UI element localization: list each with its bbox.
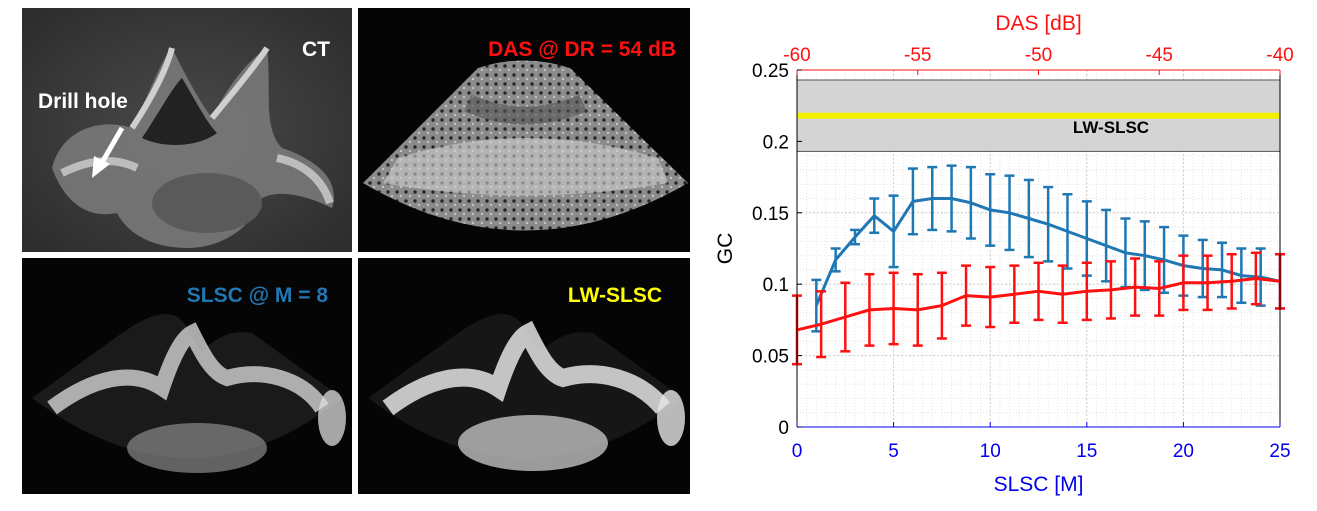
y-tick-label: 0.15 [752,204,789,225]
y-axis-label: GC [714,233,737,265]
slsc-image [32,314,346,473]
lwslsc-image [368,314,685,471]
arrow-line [97,126,125,168]
x2-tick-label: -60 [783,45,810,66]
das-label: DAS @ DR = 54 dB [488,38,676,61]
x2-tick-label: -50 [1025,45,1052,66]
das-image [363,60,688,231]
x-axis-label: SLSC [M] [994,473,1084,496]
drill-hole-annotation: Drill hole [38,90,128,113]
y-tick-label: 0.1 [763,275,789,296]
x-tick-label: 15 [1076,441,1097,462]
lwslsc-panel: LW-SLSC [358,258,690,494]
slsc-label: SLSC @ M = 8 [186,284,328,307]
das-panel: DAS @ DR = 54 dB [358,8,690,252]
arrow-head [92,156,110,178]
lwslsc-label: LW-SLSC [567,284,662,307]
gc-chart: LW-SLSC 0 5 10 15 20 25 -60 -55 -50 -45 -40 0 0.05 0.1… [714,12,1294,496]
y-tick-label: 0 [778,418,789,439]
slsc-panel: SLSC @ M = 8 [22,258,352,494]
x2-tick-label: -40 [1266,45,1293,66]
x2-tick-label: -45 [1146,45,1173,66]
y-tick-label: 0.05 [752,347,789,368]
y-tick-label: 0.25 [752,61,789,82]
x2-tick-label: -55 [904,45,931,66]
x-tick-label: 20 [1173,441,1194,462]
x-tick-label: 5 [888,441,899,462]
y-tick-label: 0.2 [763,132,789,153]
x-tick-label: 0 [792,441,803,462]
x-tick-label: 25 [1269,441,1290,462]
x2-axis-label: DAS [dB] [995,12,1081,35]
ct-label: CT [302,38,330,61]
x-tick-label: 10 [980,441,1001,462]
ct-panel: CT Drill hole [22,8,352,252]
lwslsc-band-label: LW-SLSC [1073,118,1149,137]
ct-image [22,8,352,252]
